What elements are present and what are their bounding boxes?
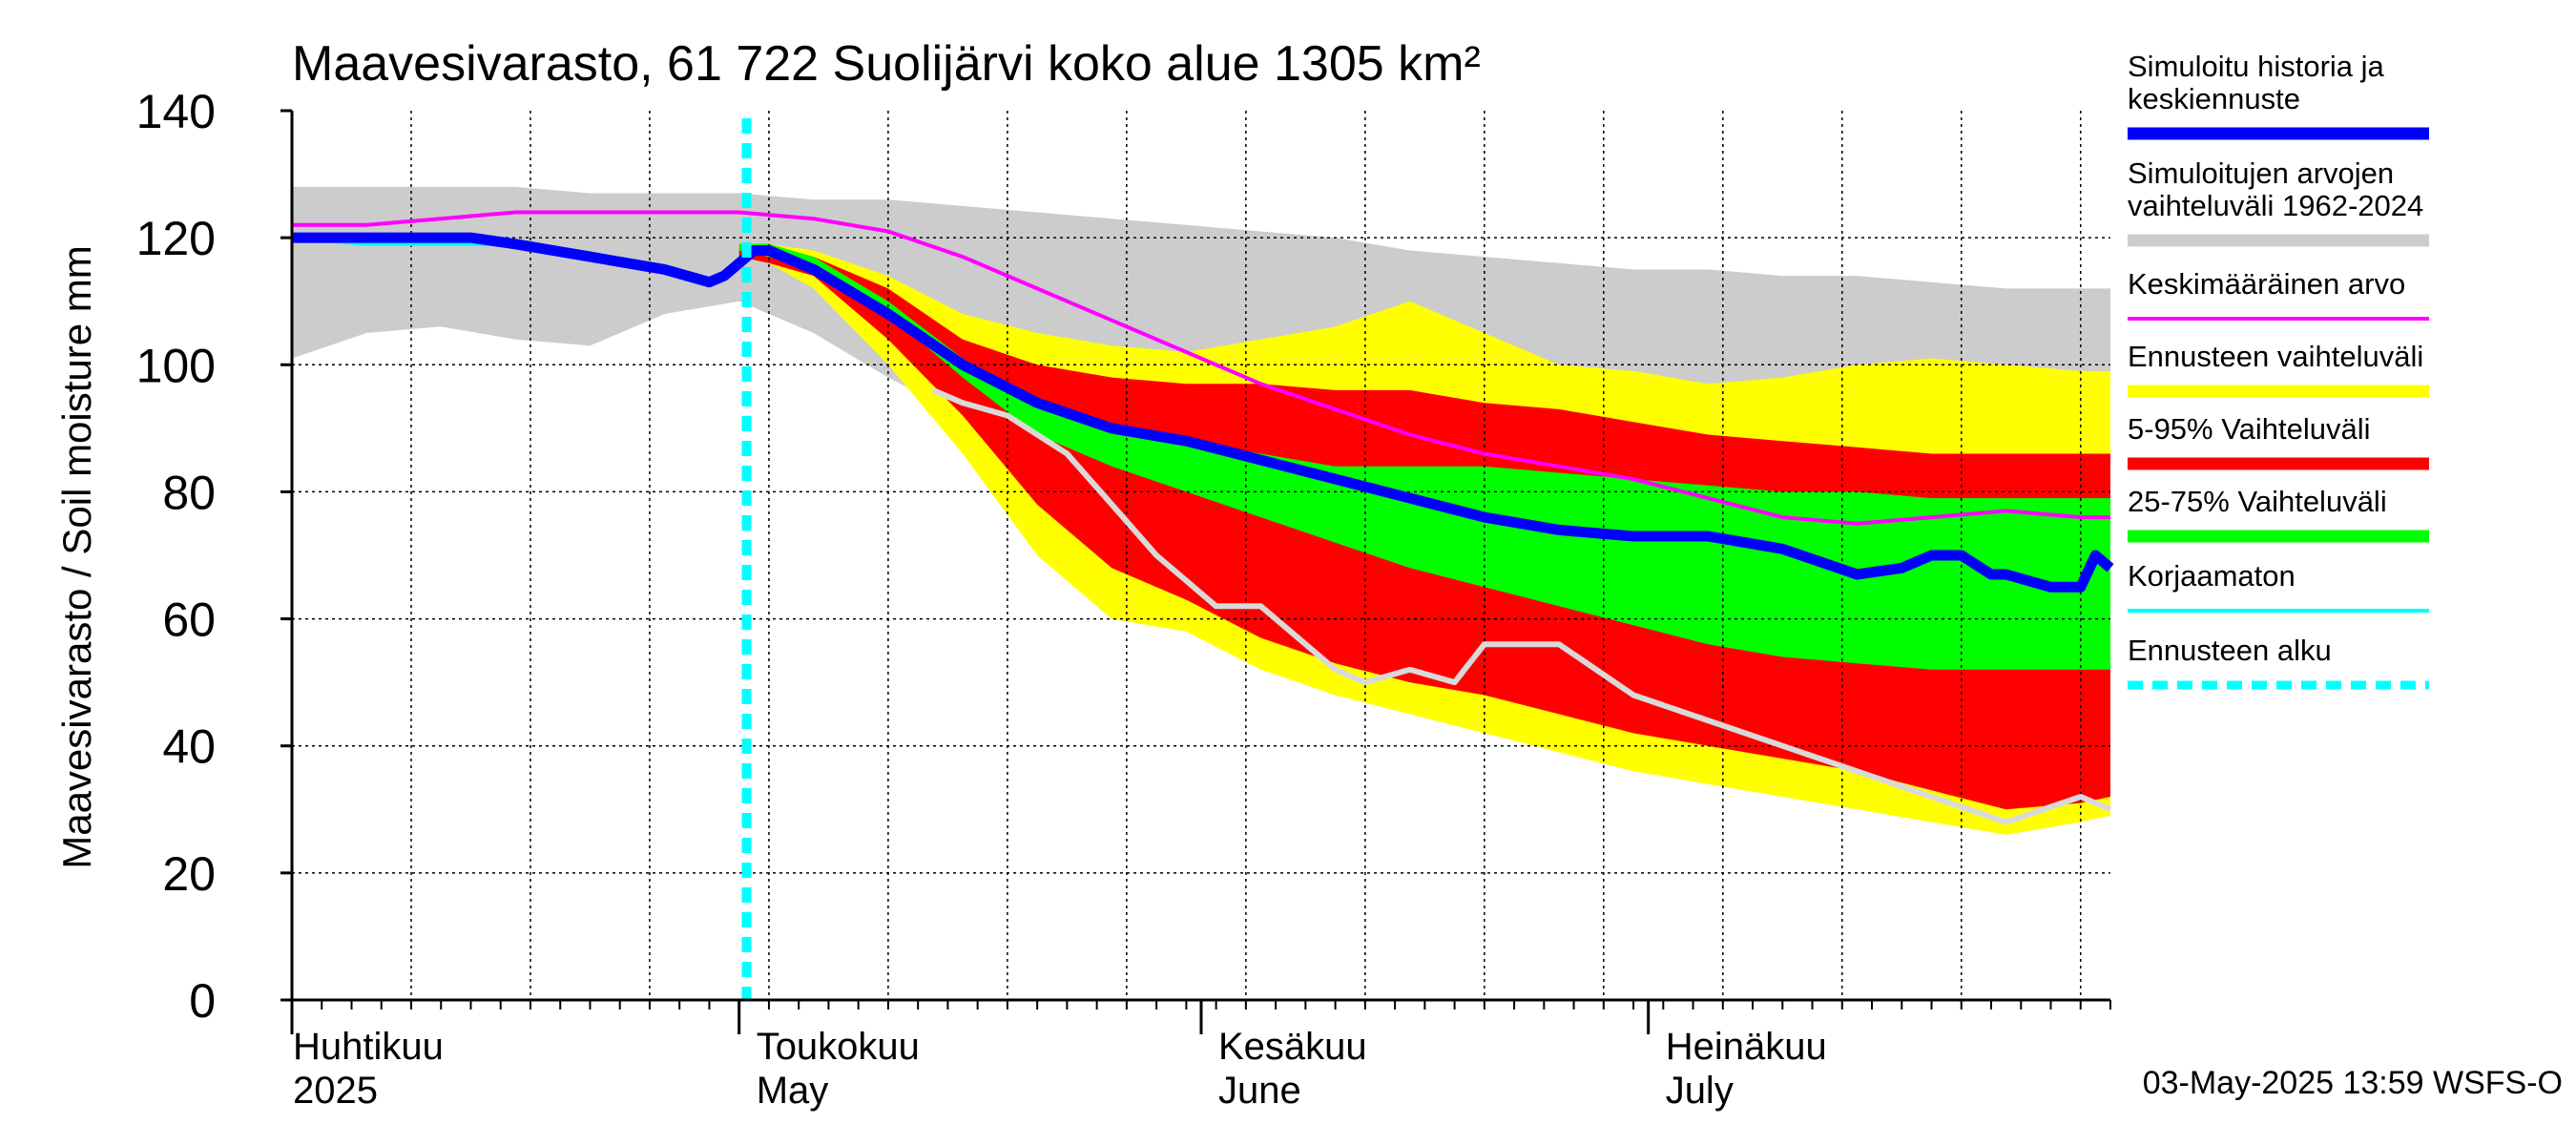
legend-label: Keskimääräinen arvo [2128, 267, 2405, 301]
month-label-en: July [1666, 1070, 1734, 1112]
month-label-fi: Kesäkuu [1218, 1026, 1367, 1068]
y-tick-label: 60 [162, 593, 216, 647]
median-forecast-line [292, 232, 2114, 593]
legend-label: vaihteluväli 1962-2024 [2128, 189, 2423, 222]
legend-label: Simuloitujen arvojen [2128, 156, 2394, 190]
y-tick-label: 80 [162, 466, 216, 519]
simulated-low-line [931, 387, 2112, 825]
legend-label: Ennusteen vaihteluväli [2128, 340, 2423, 373]
y-tick-label: 140 [136, 85, 216, 138]
month-label-en: 2025 [293, 1070, 378, 1112]
month-label-fi: Heinäkuu [1666, 1026, 1827, 1068]
legend-label: Ennusteen alku [2128, 634, 2332, 667]
y-tick-label: 20 [162, 847, 216, 901]
timestamp-label: 03-May-2025 13:59 WSFS-O [2143, 1065, 2563, 1101]
y-tick-label: 120 [136, 212, 216, 265]
month-label-fi: Huhtikuu [293, 1026, 444, 1068]
p25-75-band [738, 243, 2111, 670]
chart-title: Maavesivarasto, 61 722 Suolijärvi koko a… [292, 36, 1481, 92]
legend-label: keskiennuste [2128, 82, 2300, 115]
y-axis-label: Maavesivarasto / Soil moisture mm [54, 245, 99, 869]
mean-line [292, 210, 2110, 526]
y-tick-label: 100 [136, 339, 216, 392]
legend-label: 25-75% Vaihteluväli [2128, 485, 2387, 518]
legend-label: Simuloitu historia ja [2128, 50, 2385, 83]
month-label-en: May [757, 1070, 829, 1112]
y-tick-label: 40 [162, 720, 216, 774]
month-label-en: June [1218, 1070, 1301, 1112]
month-label-fi: Toukokuu [757, 1026, 920, 1068]
legend-label: 5-95% Vaihteluväli [2128, 412, 2370, 446]
y-tick-label: 0 [189, 974, 216, 1028]
legend-label: Korjaamaton [2128, 559, 2296, 593]
